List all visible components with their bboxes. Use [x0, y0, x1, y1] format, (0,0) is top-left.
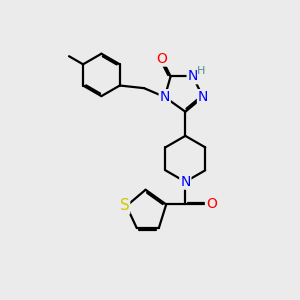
Text: N: N: [160, 90, 170, 104]
Text: N: N: [188, 69, 198, 83]
Text: O: O: [206, 197, 217, 212]
Text: O: O: [156, 52, 167, 66]
Text: S: S: [119, 198, 129, 213]
Text: H: H: [197, 66, 206, 76]
Text: N: N: [198, 90, 208, 104]
Text: N: N: [180, 175, 190, 189]
